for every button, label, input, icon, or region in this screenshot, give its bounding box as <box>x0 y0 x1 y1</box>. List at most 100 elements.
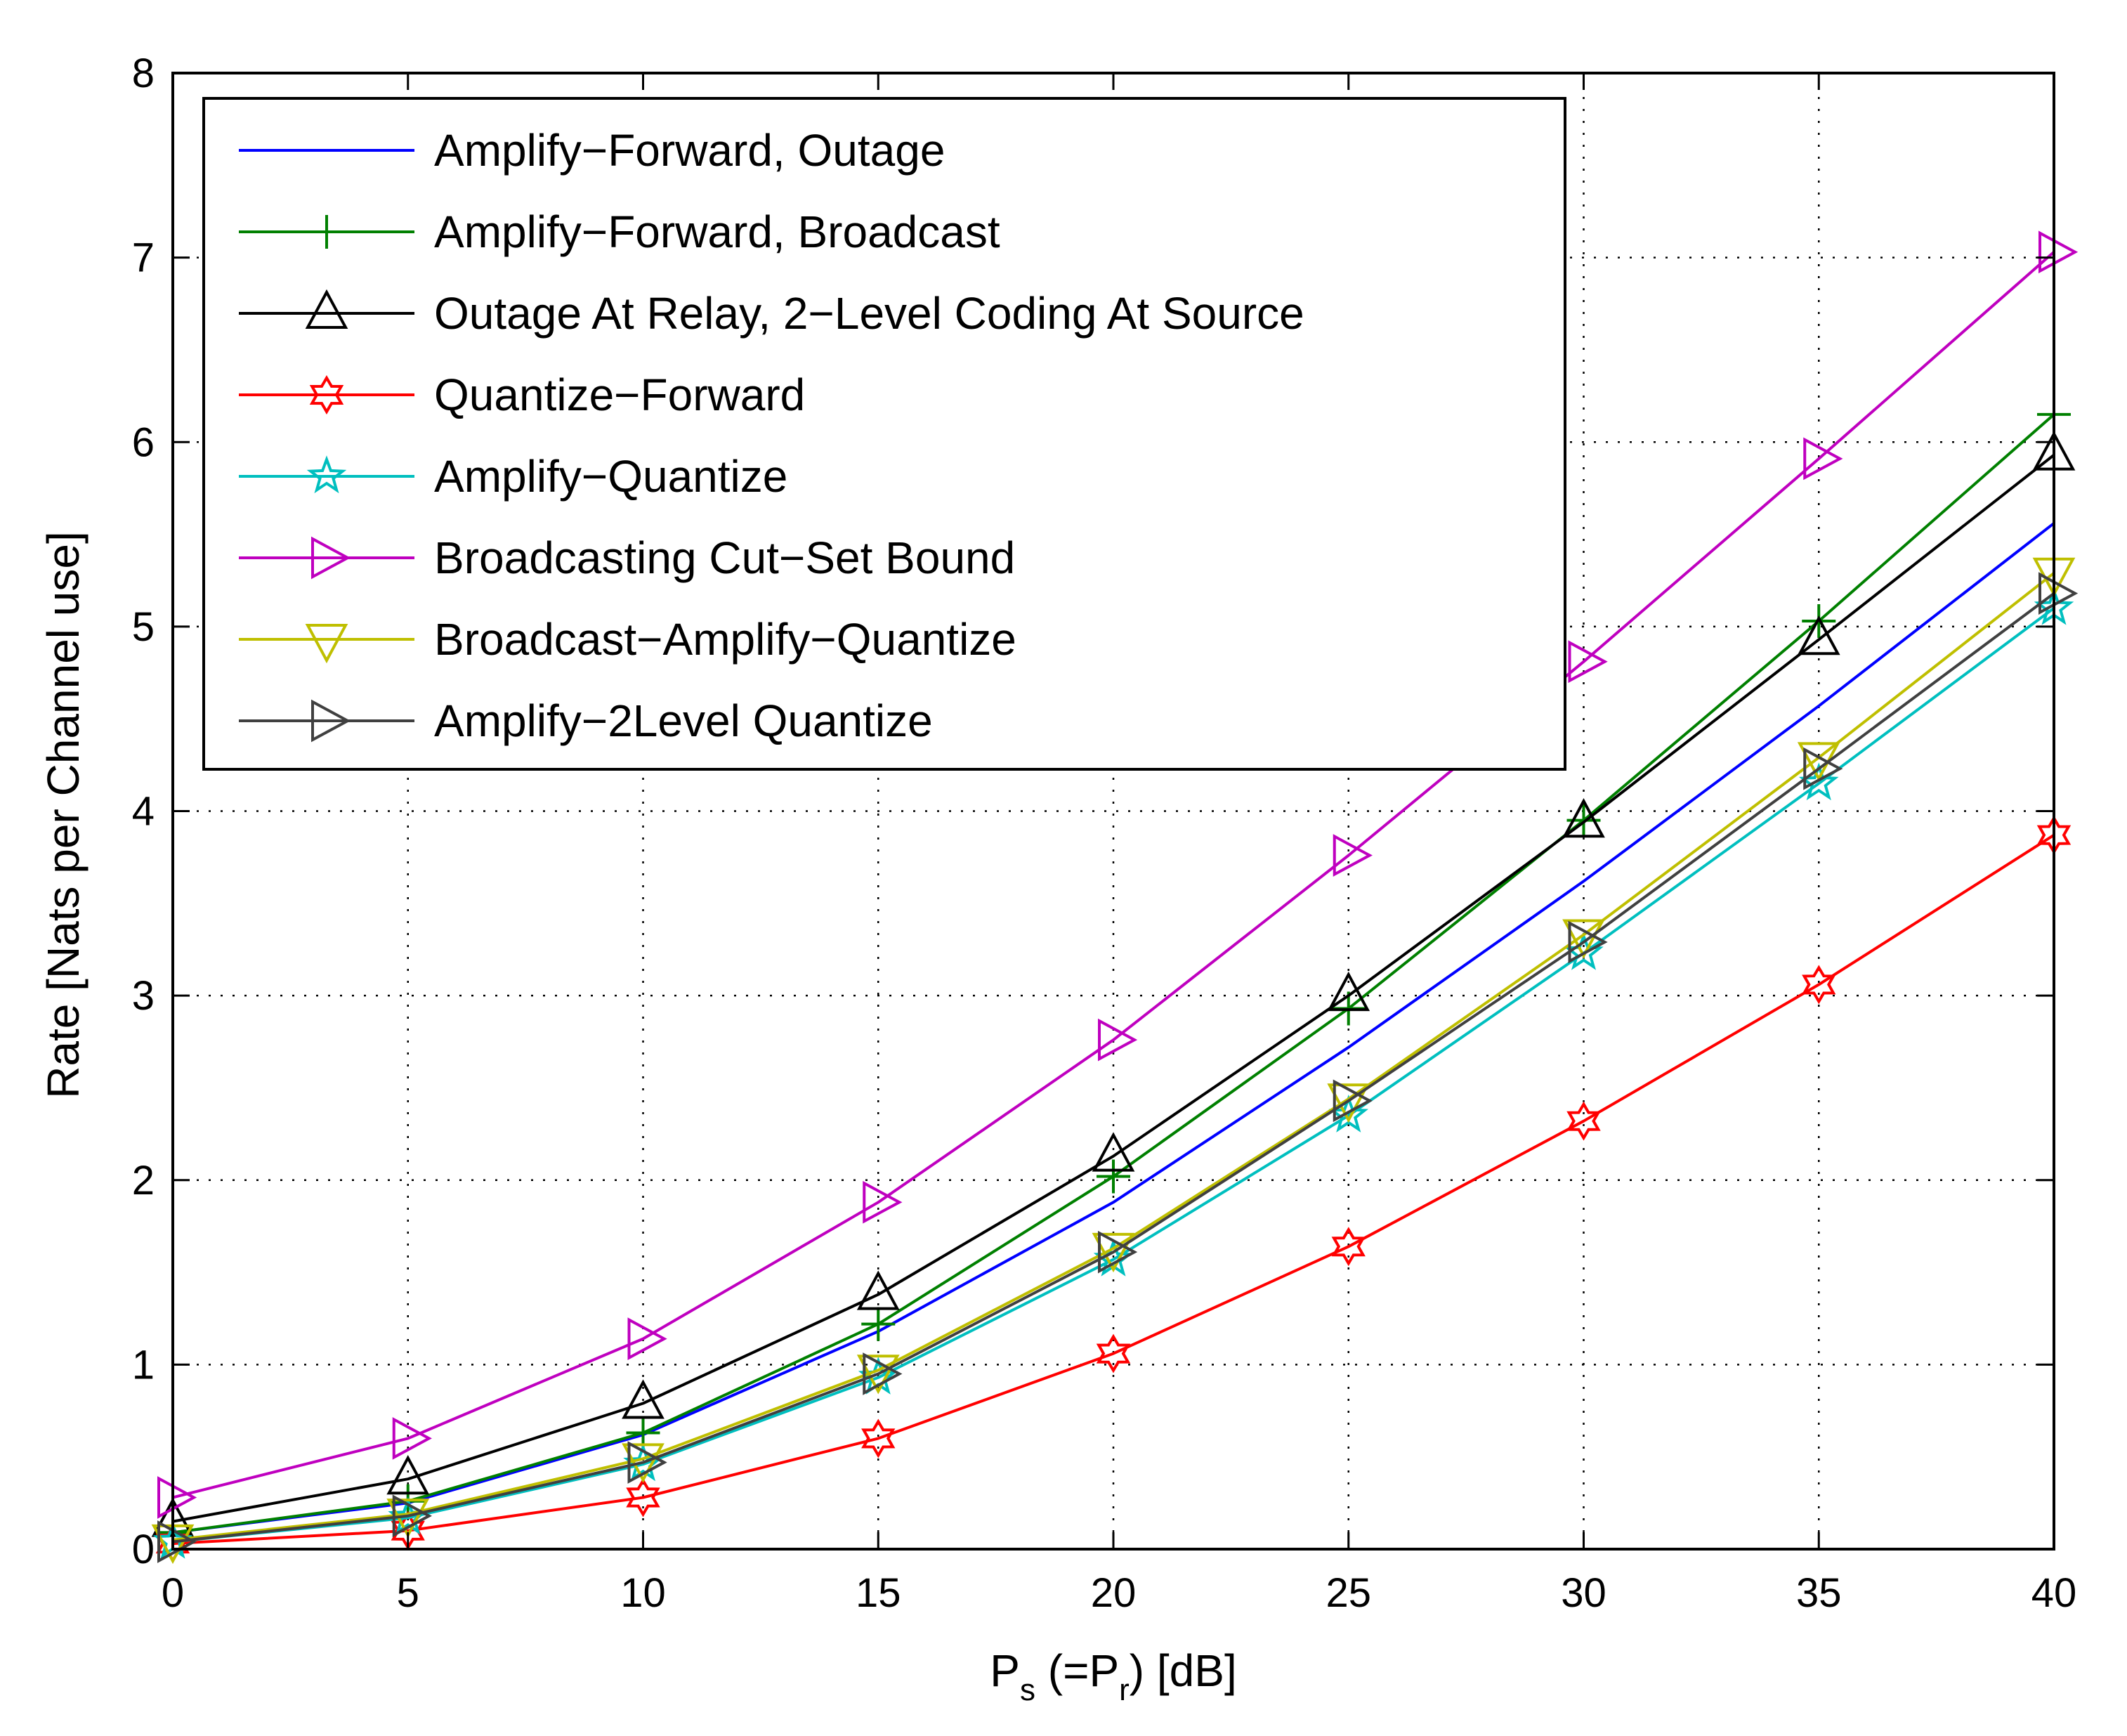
data-point-marker <box>1803 437 1843 481</box>
series-4 <box>155 815 2072 1564</box>
legend-item: Amplify−Quantize <box>239 451 787 502</box>
x-tick-label: 35 <box>1796 1570 1842 1616</box>
legend-item: Broadcasting Cut−Set Bound <box>239 533 1015 583</box>
data-point-marker <box>1566 1101 1601 1141</box>
data-point-marker <box>1331 1227 1366 1267</box>
x-axis-title-sub2: r <box>1119 1673 1130 1707</box>
data-point-marker <box>1097 1159 1130 1194</box>
y-tick-label: 3 <box>132 973 155 1019</box>
y-tick-label: 4 <box>132 789 155 835</box>
x-tick-label: 40 <box>2031 1570 2077 1616</box>
legend-label: Amplify−Forward, Broadcast <box>434 207 1000 257</box>
legend-item: Amplify−Forward, Outage <box>239 125 945 176</box>
data-point-marker <box>1803 747 1843 790</box>
x-tick-label: 15 <box>856 1570 901 1616</box>
data-point-marker <box>1568 920 1608 964</box>
legend-item: Amplify−2Level Quantize <box>239 696 933 746</box>
data-point-marker <box>1333 1079 1373 1123</box>
x-tick-label: 30 <box>1561 1570 1606 1616</box>
y-tick-label: 8 <box>132 51 155 96</box>
data-point-marker <box>2038 572 2079 615</box>
data-point-marker <box>1092 1232 1135 1273</box>
data-point-marker <box>856 1270 900 1310</box>
legend-label: Amplify−Quantize <box>434 451 787 502</box>
data-point-marker <box>1098 1230 1138 1274</box>
data-point-marker <box>1096 1333 1131 1373</box>
data-point-marker <box>157 1520 197 1563</box>
data-point-marker <box>622 1379 665 1419</box>
series-line <box>172 606 2055 1544</box>
x-axis-title-sub1: s <box>1020 1673 1035 1707</box>
legend-item: Outage At Relay, 2−Level Coding At Sourc… <box>239 288 1304 339</box>
series-6 <box>157 230 2079 1519</box>
legend-item: Amplify−Forward, Broadcast <box>239 207 1000 257</box>
legend-label: Broadcast−Amplify−Quantize <box>434 614 1016 665</box>
data-point-marker <box>861 1418 896 1458</box>
legend-swatch-marker <box>305 624 348 664</box>
series-8 <box>157 572 2079 1563</box>
data-point-marker <box>1092 1132 1135 1172</box>
data-point-marker <box>392 1417 432 1460</box>
data-point-marker <box>386 1454 430 1495</box>
data-point-marker <box>157 1476 197 1519</box>
legend-label: Outage At Relay, 2−Level Coding At Sourc… <box>434 288 1304 339</box>
x-axis-title-mid: (=P <box>1035 1645 1119 1696</box>
y-tick-label: 1 <box>132 1342 155 1388</box>
data-point-marker <box>1562 798 1605 838</box>
data-point-marker <box>1098 1018 1138 1062</box>
legend-item: Broadcast−Amplify−Quantize <box>239 614 1016 665</box>
x-tick-label: 10 <box>620 1570 666 1616</box>
legend-item: Quantize−Forward <box>239 370 805 420</box>
series-line <box>172 522 2055 1534</box>
data-point-marker <box>622 1443 665 1483</box>
legend-label: Amplify−Forward, Outage <box>434 125 945 176</box>
data-point-marker <box>863 1180 903 1224</box>
legend-box <box>202 97 1566 771</box>
y-tick-label: 6 <box>132 419 155 465</box>
legend-swatch-marker <box>311 699 351 743</box>
data-point-marker <box>1327 971 1370 1012</box>
x-tick-label: 0 <box>162 1570 184 1616</box>
data-point-marker <box>863 1352 903 1395</box>
x-axis-title: Ps (=Pr) [dB] <box>990 1645 1236 1707</box>
data-point-marker <box>2038 230 2079 274</box>
series-1 <box>172 522 2055 1534</box>
y-tick-label: 0 <box>132 1527 155 1572</box>
legend-swatch-marker <box>310 215 343 249</box>
data-point-marker <box>626 1477 660 1518</box>
legend-swatch-marker <box>305 289 348 329</box>
legend-swatch-marker <box>311 536 351 580</box>
legend-label: Quantize−Forward <box>434 370 805 420</box>
data-point-marker <box>1797 615 1840 655</box>
ticks: 0 5 10 15 20 25 30 35 40 0 1 2 3 4 5 6 7 8 <box>132 51 2077 1616</box>
data-point-marker <box>392 1494 432 1538</box>
data-point-marker <box>1802 965 1836 1005</box>
legend-swatch-marker <box>309 375 344 415</box>
data-point-marker <box>1327 1083 1370 1123</box>
y-axis-title: Rate [Nats per Channel use] <box>38 531 89 1099</box>
x-tick-label: 5 <box>397 1570 419 1616</box>
legend-label: Broadcasting Cut−Set Bound <box>434 533 1015 583</box>
x-tick-label: 20 <box>1091 1570 1137 1616</box>
data-point-marker <box>1333 834 1373 877</box>
series-line <box>172 572 2055 1541</box>
data-point-marker <box>856 1355 900 1395</box>
x-tick-label: 25 <box>1326 1570 1371 1616</box>
legend: Amplify−Forward, Outage Amplify−Forward, … <box>202 97 1566 771</box>
series-line <box>172 833 2055 1546</box>
y-tick-label: 5 <box>132 604 155 650</box>
series-line <box>172 251 2055 1499</box>
series-line <box>172 592 2055 1544</box>
legend-swatch-marker <box>306 455 347 494</box>
y-tick-label: 7 <box>132 235 155 281</box>
series-line <box>172 454 2055 1523</box>
data-point-marker <box>1568 640 1608 684</box>
y-tick-label: 2 <box>132 1158 155 1203</box>
x-axis-title-main: P <box>990 1645 1020 1696</box>
data-point-marker <box>627 1441 667 1484</box>
data-point-marker <box>861 1307 896 1341</box>
data-point-marker <box>1562 919 1605 959</box>
legend-label: Amplify−2Level Quantize <box>434 696 933 746</box>
data-point-marker <box>627 1317 667 1360</box>
